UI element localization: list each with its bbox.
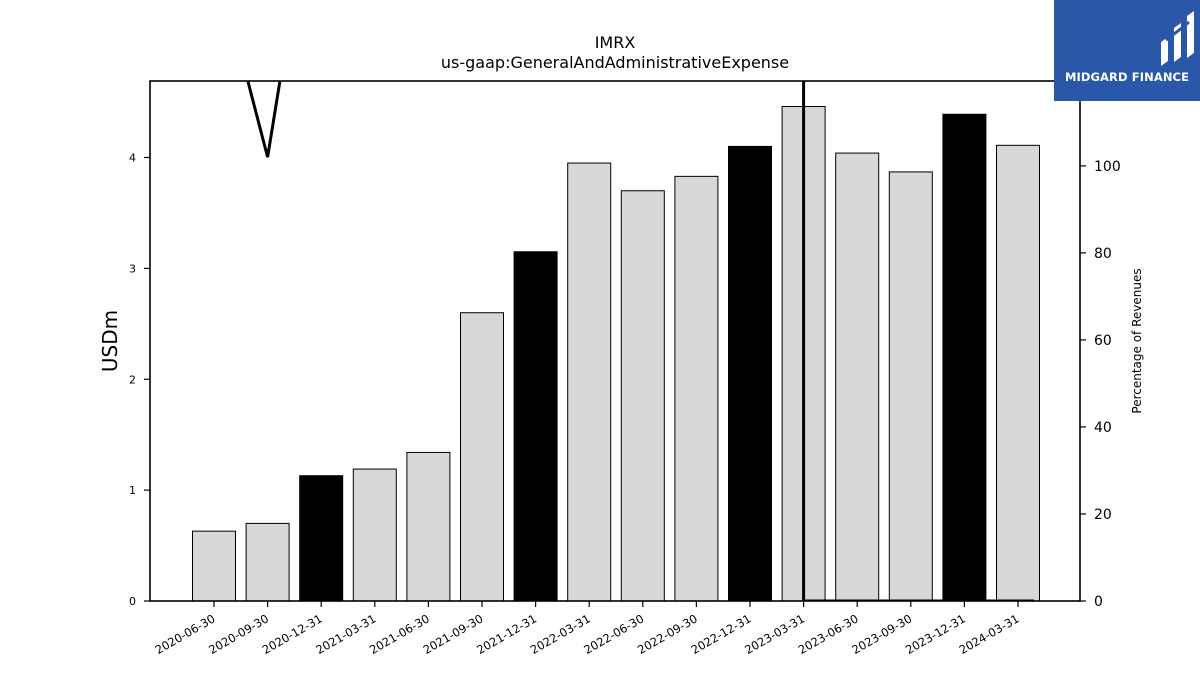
bars-group <box>192 106 1040 602</box>
percentage-line-group <box>246 81 1035 601</box>
bar-2022-03-31 <box>567 162 612 602</box>
bar-2022-09-30 <box>674 175 719 602</box>
y2-tick-label: 0 <box>1094 594 1103 610</box>
bar-2021-12-31 <box>513 251 558 602</box>
y2-axis: 0 20 40 60 80 100 <box>1080 159 1121 610</box>
bar-2020-06-30 <box>192 530 236 602</box>
percentage-line-2 <box>802 81 1035 601</box>
bar-2022-12-31 <box>728 145 772 602</box>
plot-frame <box>149 80 1081 602</box>
x-tick-label: 2020-06-30 <box>153 611 218 657</box>
y2-tick-label: 80 <box>1094 246 1112 262</box>
brand-name: MIDGARD FINANCE <box>1064 70 1190 84</box>
y-tick-label: 4 <box>129 152 136 165</box>
bar-2020-09-30 <box>245 522 290 602</box>
bar-2023-06-30 <box>835 152 880 602</box>
y2-tick-label: 60 <box>1094 333 1112 349</box>
y2-tick-label: 100 <box>1094 159 1121 175</box>
x-tick-label: 2021-09-30 <box>421 611 486 657</box>
y-axis: 0 1 2 3 4 <box>129 152 150 608</box>
x-tick-label: 2020-12-31 <box>260 611 325 657</box>
y-tick-label: 3 <box>129 262 136 275</box>
bar-2020-12-31 <box>299 475 344 602</box>
percentage-line-1 <box>246 81 282 158</box>
x-tick-label: 2020-09-30 <box>206 611 271 657</box>
chart-title: IMRX <box>595 33 636 52</box>
y2-tick-label: 40 <box>1094 420 1112 436</box>
bar-2021-03-31 <box>352 468 397 602</box>
x-tick-label: 2023-06-30 <box>796 611 861 657</box>
x-tick-label: 2023-12-31 <box>903 611 968 657</box>
x-axis: 2020-06-302020-09-302020-12-312021-03-31… <box>153 601 1022 657</box>
y2-tick-label: 20 <box>1094 507 1112 523</box>
x-tick-label: 2022-12-31 <box>689 611 754 657</box>
y-axis-label: USDm <box>98 310 122 372</box>
bar-2023-09-30 <box>888 171 933 602</box>
x-tick-label: 2023-09-30 <box>849 611 914 657</box>
y-tick-label: 0 <box>129 595 136 608</box>
brand-logo: MIDGARD FINANCE <box>1054 0 1200 101</box>
bar-2021-06-30 <box>406 451 451 602</box>
x-tick-label: 2021-03-31 <box>313 611 378 657</box>
chart-subtitle: us-gaap:GeneralAndAdministrativeExpense <box>441 53 789 72</box>
y-tick-label: 1 <box>129 484 136 497</box>
x-tick-label: 2022-06-30 <box>581 611 646 657</box>
x-tick-label: 2022-03-31 <box>528 611 593 657</box>
y-tick-label: 2 <box>129 373 136 386</box>
x-tick-label: 2021-12-31 <box>474 611 539 657</box>
brand-mark-icon <box>1161 11 1194 66</box>
x-tick-label: 2023-03-31 <box>742 611 807 657</box>
x-tick-label: 2024-03-31 <box>957 611 1022 657</box>
bar-2022-06-30 <box>620 190 665 602</box>
x-tick-label: 2022-09-30 <box>635 611 700 657</box>
bar-2023-12-31 <box>942 113 987 602</box>
bar-2021-09-30 <box>460 312 504 602</box>
bar-2024-03-31 <box>996 144 1040 602</box>
x-tick-label: 2021-06-30 <box>367 611 432 657</box>
y2-axis-label: Percentage of Revenues <box>1130 268 1144 413</box>
